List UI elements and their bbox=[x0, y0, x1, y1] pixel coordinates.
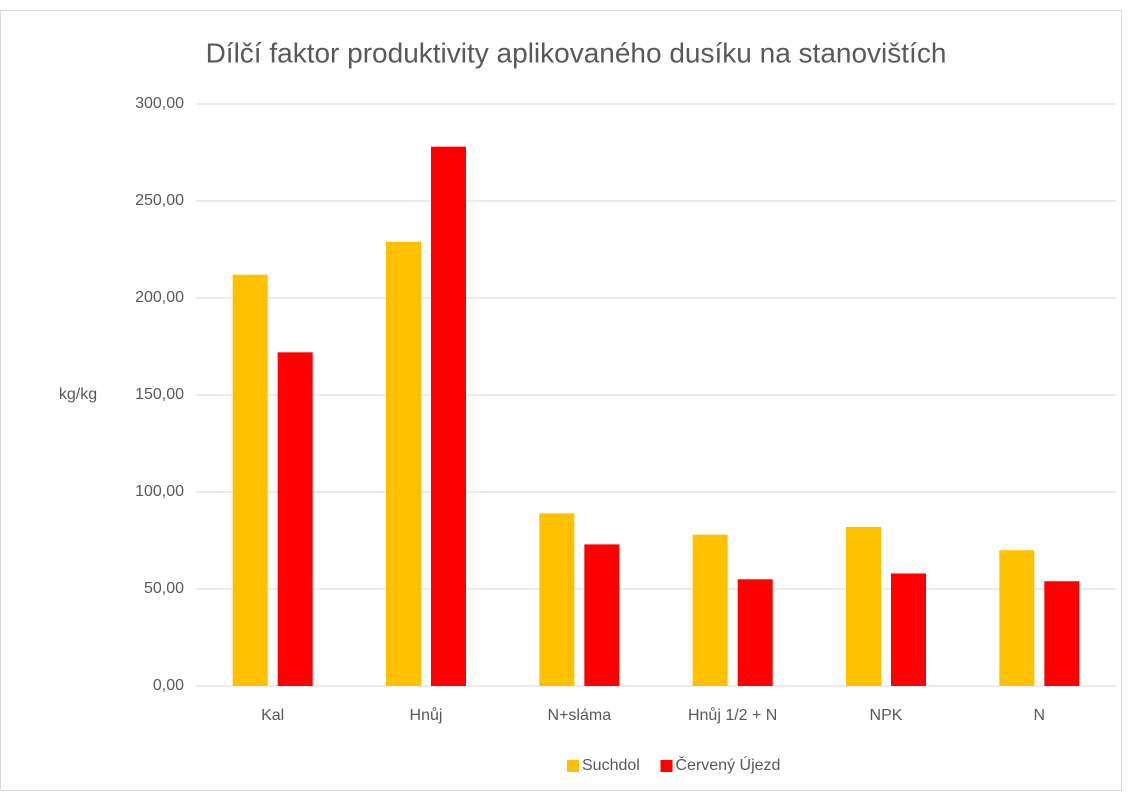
bar bbox=[891, 573, 926, 686]
bar bbox=[431, 146, 466, 686]
bar bbox=[386, 241, 421, 687]
x-tick-label: Hnůj 1/2 + N bbox=[688, 706, 777, 724]
y-tick-label: 200,00 bbox=[135, 289, 184, 306]
legend-swatch bbox=[567, 760, 579, 772]
y-tick-label: 100,00 bbox=[135, 483, 184, 500]
x-tick-label: Kal bbox=[261, 707, 284, 724]
y-tick-label: 250,00 bbox=[135, 192, 184, 209]
legend-swatch bbox=[660, 760, 673, 772]
bar bbox=[584, 544, 620, 686]
legend-label: Červený Újezd bbox=[676, 755, 781, 774]
bar bbox=[232, 274, 268, 686]
bar bbox=[692, 534, 728, 686]
bar bbox=[737, 579, 773, 686]
x-tick-label: N+sláma bbox=[548, 707, 612, 724]
legend-label: Suchdol bbox=[582, 757, 640, 774]
bar bbox=[277, 352, 313, 686]
y-axis-label: kg/kg bbox=[59, 386, 97, 403]
bar bbox=[846, 526, 881, 686]
chart-title: Dílčí faktor produktivity aplikovaného d… bbox=[206, 37, 947, 68]
x-tick-label: N bbox=[1034, 707, 1046, 724]
bar bbox=[539, 513, 575, 686]
y-tick-label: 300,00 bbox=[135, 95, 184, 112]
x-tick-label: Hnůj bbox=[410, 706, 443, 724]
bar bbox=[1044, 581, 1080, 686]
bar bbox=[999, 550, 1035, 686]
y-tick-label: 0,00 bbox=[153, 677, 184, 694]
x-tick-label: NPK bbox=[870, 707, 903, 724]
y-tick-label: 150,00 bbox=[135, 386, 184, 403]
y-tick-label: 50,00 bbox=[144, 580, 184, 597]
